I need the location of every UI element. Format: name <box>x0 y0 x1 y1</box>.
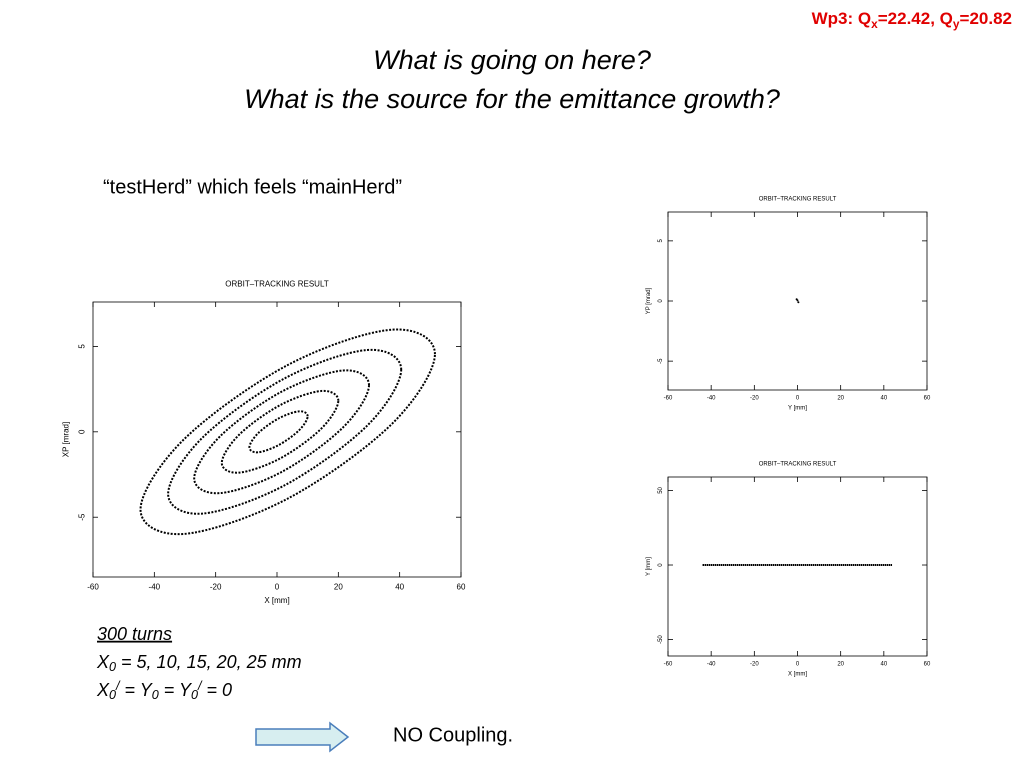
y-axis-label: YP [mrad] <box>646 287 652 314</box>
x-tick-label: 0 <box>796 395 800 401</box>
x-tick-label: 40 <box>880 395 887 401</box>
y-tick-label: 50 <box>658 486 664 493</box>
x-tick-label: 40 <box>880 661 887 667</box>
orbit-ring <box>193 369 371 495</box>
note-part: = 5, 10, 15, 20, 25 mm <box>116 652 302 672</box>
note: X0 = 5, 10, 15, 20, 25 mm <box>96 652 302 675</box>
x-tick-label: -40 <box>707 661 716 667</box>
y-tick-label: 0 <box>78 429 87 434</box>
y-tick-label: -50 <box>658 635 664 644</box>
plot-frame <box>92 301 462 578</box>
wp-sub: y <box>953 17 960 31</box>
x-tick-label: 40 <box>395 583 404 592</box>
x-tick-label: 20 <box>837 661 844 667</box>
x-tick-label: -40 <box>707 395 716 401</box>
x-tick-label: 0 <box>796 661 800 667</box>
y-tick-label: -5 <box>658 358 664 364</box>
wp-part: =22.42, Q <box>878 9 953 28</box>
chart-title: ORBIT–TRACKING RESULT <box>759 461 837 467</box>
note-part: = Y <box>120 680 154 700</box>
orbit-ring <box>139 328 436 536</box>
y-tick-label: -5 <box>78 513 87 521</box>
x-axis-label: Y [mm] <box>788 406 807 412</box>
note-sub: 0 <box>191 688 198 702</box>
x-tick-label: -60 <box>664 661 673 667</box>
x-axis-label: X [mm] <box>788 672 807 678</box>
y-tick-label: 0 <box>658 563 664 567</box>
working-point: Wp3: Qx=22.42, Qy=20.82 <box>812 9 1012 31</box>
conclusion: NO Coupling. <box>393 724 513 746</box>
x-tick-label: 60 <box>924 395 931 401</box>
slide-title: What is going on here? <box>373 45 651 75</box>
note-part: = Y <box>159 680 193 700</box>
x-tick-label: -20 <box>210 583 222 592</box>
orbit-ring <box>167 348 403 515</box>
x-tick-label: 20 <box>334 583 343 592</box>
wp-sub: x <box>871 17 878 31</box>
y-tick-label: 5 <box>658 239 664 243</box>
note-sup: / <box>115 679 121 693</box>
arrow <box>255 721 350 753</box>
chart-title: ORBIT–TRACKING RESULT <box>225 280 329 289</box>
y-tick-label: 5 <box>78 344 87 349</box>
note-sub: 0 <box>109 688 116 702</box>
y-axis-label: XP [mrad] <box>62 422 71 457</box>
x-tick-label: -20 <box>750 395 759 401</box>
slide-title: What is the source for the emittance gro… <box>244 84 780 114</box>
x-tick-label: 0 <box>275 583 280 592</box>
x-tick-label: -20 <box>750 661 759 667</box>
point <box>797 301 800 304</box>
point <box>796 299 799 302</box>
chart-title: ORBIT–TRACKING RESULT <box>759 196 837 202</box>
orbit-ring <box>248 410 309 454</box>
x-tick-label: 60 <box>924 661 931 667</box>
note-part: X <box>96 680 110 700</box>
note: 300 turns <box>97 624 172 644</box>
note-part: X <box>96 652 110 672</box>
x-tick-label: 20 <box>837 395 844 401</box>
note-sub: 0 <box>152 688 159 702</box>
x-tick-label: -60 <box>87 583 99 592</box>
x-tick-label: -40 <box>149 583 161 592</box>
orbit-ring <box>220 389 340 474</box>
note-sup: / <box>197 679 203 693</box>
wp-part: Wp3: Q <box>812 9 872 28</box>
note-part: = 0 <box>201 680 232 700</box>
wp-part: =20.82 <box>960 9 1012 28</box>
y-tick-label: 0 <box>658 299 664 303</box>
y-axis-label: Y [mm] <box>646 557 652 576</box>
x-axis-label: X [mm] <box>264 596 289 605</box>
note: X0/ = Y0 = Y0/ = 0 <box>96 679 232 702</box>
plot-frame <box>667 476 928 657</box>
x-tick-label: 60 <box>457 583 466 592</box>
subtitle: “testHerd” which feels “mainHerd” <box>103 176 402 198</box>
note-sub: 0 <box>109 660 116 674</box>
x-tick-label: -60 <box>664 395 673 401</box>
